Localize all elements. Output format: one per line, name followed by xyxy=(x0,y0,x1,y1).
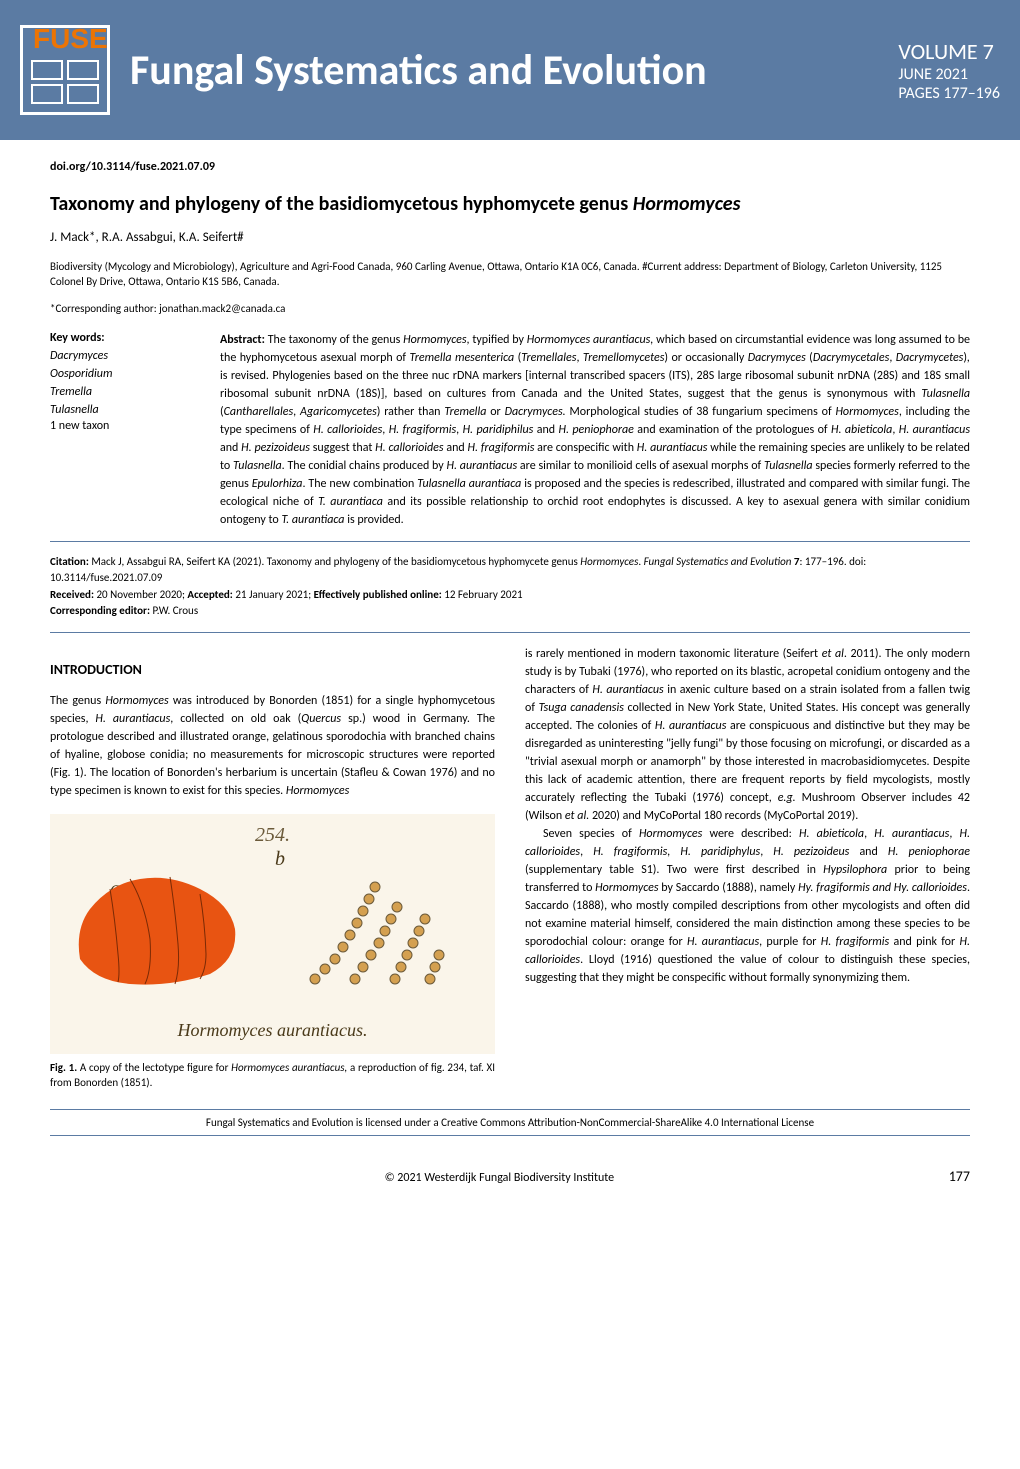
issue-date: JUNE 2021 xyxy=(898,65,1000,84)
received-label: Received: xyxy=(50,588,96,601)
figure-1-image: 254. a b xyxy=(50,814,495,1054)
page-range: PAGES 177–196 xyxy=(898,84,1000,103)
license-line: Fungal Systematics and Evolution is lice… xyxy=(50,1109,970,1136)
fig-inner-caption: Hormomyces aurantiacus. xyxy=(178,1017,368,1044)
journal-title: Fungal Systematics and Evolution xyxy=(130,45,898,96)
footer-institute: © 2021 Westerdijk Fungal Biodiversity In… xyxy=(50,1171,949,1185)
abstract-body: The taxonomy of the genus Hormomyces, ty… xyxy=(220,333,970,527)
published-label: Effectively published online: xyxy=(314,588,445,601)
fig-label-b: b xyxy=(275,844,285,874)
divider xyxy=(50,541,970,542)
journal-header: FUSE Fungal Systematics and Evolution VO… xyxy=(0,0,1020,140)
title-genus: Hormomyces xyxy=(633,192,741,216)
fig-caption-text: A copy of the lectotype figure for Hormo… xyxy=(50,1061,495,1089)
abstract-section: Key words: Dacrymyces Oosporidium Tremel… xyxy=(50,331,970,529)
keyword: Oosporidium xyxy=(50,365,190,383)
corresponding-author: *Corresponding author: jonathan.mack2@ca… xyxy=(50,302,970,315)
citation-text: Mack J, Assabgui RA, Seifert KA (2021). … xyxy=(50,555,866,585)
fig-caption-label: Fig. 1. xyxy=(50,1061,80,1074)
page-footer: © 2021 Westerdijk Fungal Biodiversity In… xyxy=(0,1156,1020,1197)
keyword-newtaxon: 1 new taxon xyxy=(50,419,190,433)
right-column: is rarely mentioned in modern taxonomic … xyxy=(525,645,970,1091)
volume-number: VOLUME 7 xyxy=(898,38,1000,65)
article-title: Taxonomy and phylogeny of the basidiomyc… xyxy=(50,192,970,216)
body-columns: INTRODUCTION The genus Hormomyces was in… xyxy=(50,645,970,1091)
authors: J. Mack*, R.A. Assabgui, K.A. Seifert# xyxy=(50,230,970,245)
editor-label: Corresponding editor: xyxy=(50,604,152,617)
figure-1-caption: Fig. 1. A copy of the lectotype figure f… xyxy=(50,1060,495,1091)
keywords-column: Key words: Dacrymyces Oosporidium Tremel… xyxy=(50,331,190,529)
blob-a-illustration xyxy=(70,869,240,989)
accepted-date: 21 January 2021; xyxy=(235,588,313,601)
volume-info: VOLUME 7 JUNE 2021 PAGES 177–196 xyxy=(898,38,1000,103)
keyword: Dacrymyces xyxy=(50,347,190,365)
affiliation: Biodiversity (Mycology and Microbiology)… xyxy=(50,259,970,290)
keyword: Tulasnella xyxy=(50,401,190,419)
title-prefix: Taxonomy and phylogeny of the basidiomyc… xyxy=(50,192,633,216)
abstract-label: Abstract: xyxy=(220,333,268,347)
introduction-heading: INTRODUCTION xyxy=(50,659,495,680)
journal-logo: FUSE xyxy=(20,25,110,115)
figure-1: 254. a b xyxy=(50,814,495,1091)
keywords-label: Key words: xyxy=(50,331,190,345)
received-date: 20 November 2020; xyxy=(96,588,187,601)
editor-name: P.W. Crous xyxy=(152,604,198,617)
published-date: 12 February 2021 xyxy=(444,588,522,601)
keyword: Tremella xyxy=(50,383,190,401)
intro-paragraph: The genus Hormomyces was introduced by B… xyxy=(50,692,495,800)
divider xyxy=(50,632,970,633)
page-number: 177 xyxy=(949,1168,970,1185)
intro-paragraph: is rarely mentioned in modern taxonomic … xyxy=(525,645,970,825)
accepted-label: Accepted: xyxy=(187,588,235,601)
logo-text: FUSE xyxy=(33,23,108,55)
blob-b-illustration xyxy=(285,849,455,999)
left-column: INTRODUCTION The genus Hormomyces was in… xyxy=(50,645,495,1091)
citation-block: Citation: Mack J, Assabgui RA, Seifert K… xyxy=(50,554,970,620)
abstract-text: Abstract: The taxonomy of the genus Horm… xyxy=(220,331,970,529)
doi: doi.org/10.3114/fuse.2021.07.09 xyxy=(50,160,970,174)
intro-paragraph: Seven species of Hormomyces were describ… xyxy=(525,825,970,987)
citation-label: Citation: xyxy=(50,555,91,568)
